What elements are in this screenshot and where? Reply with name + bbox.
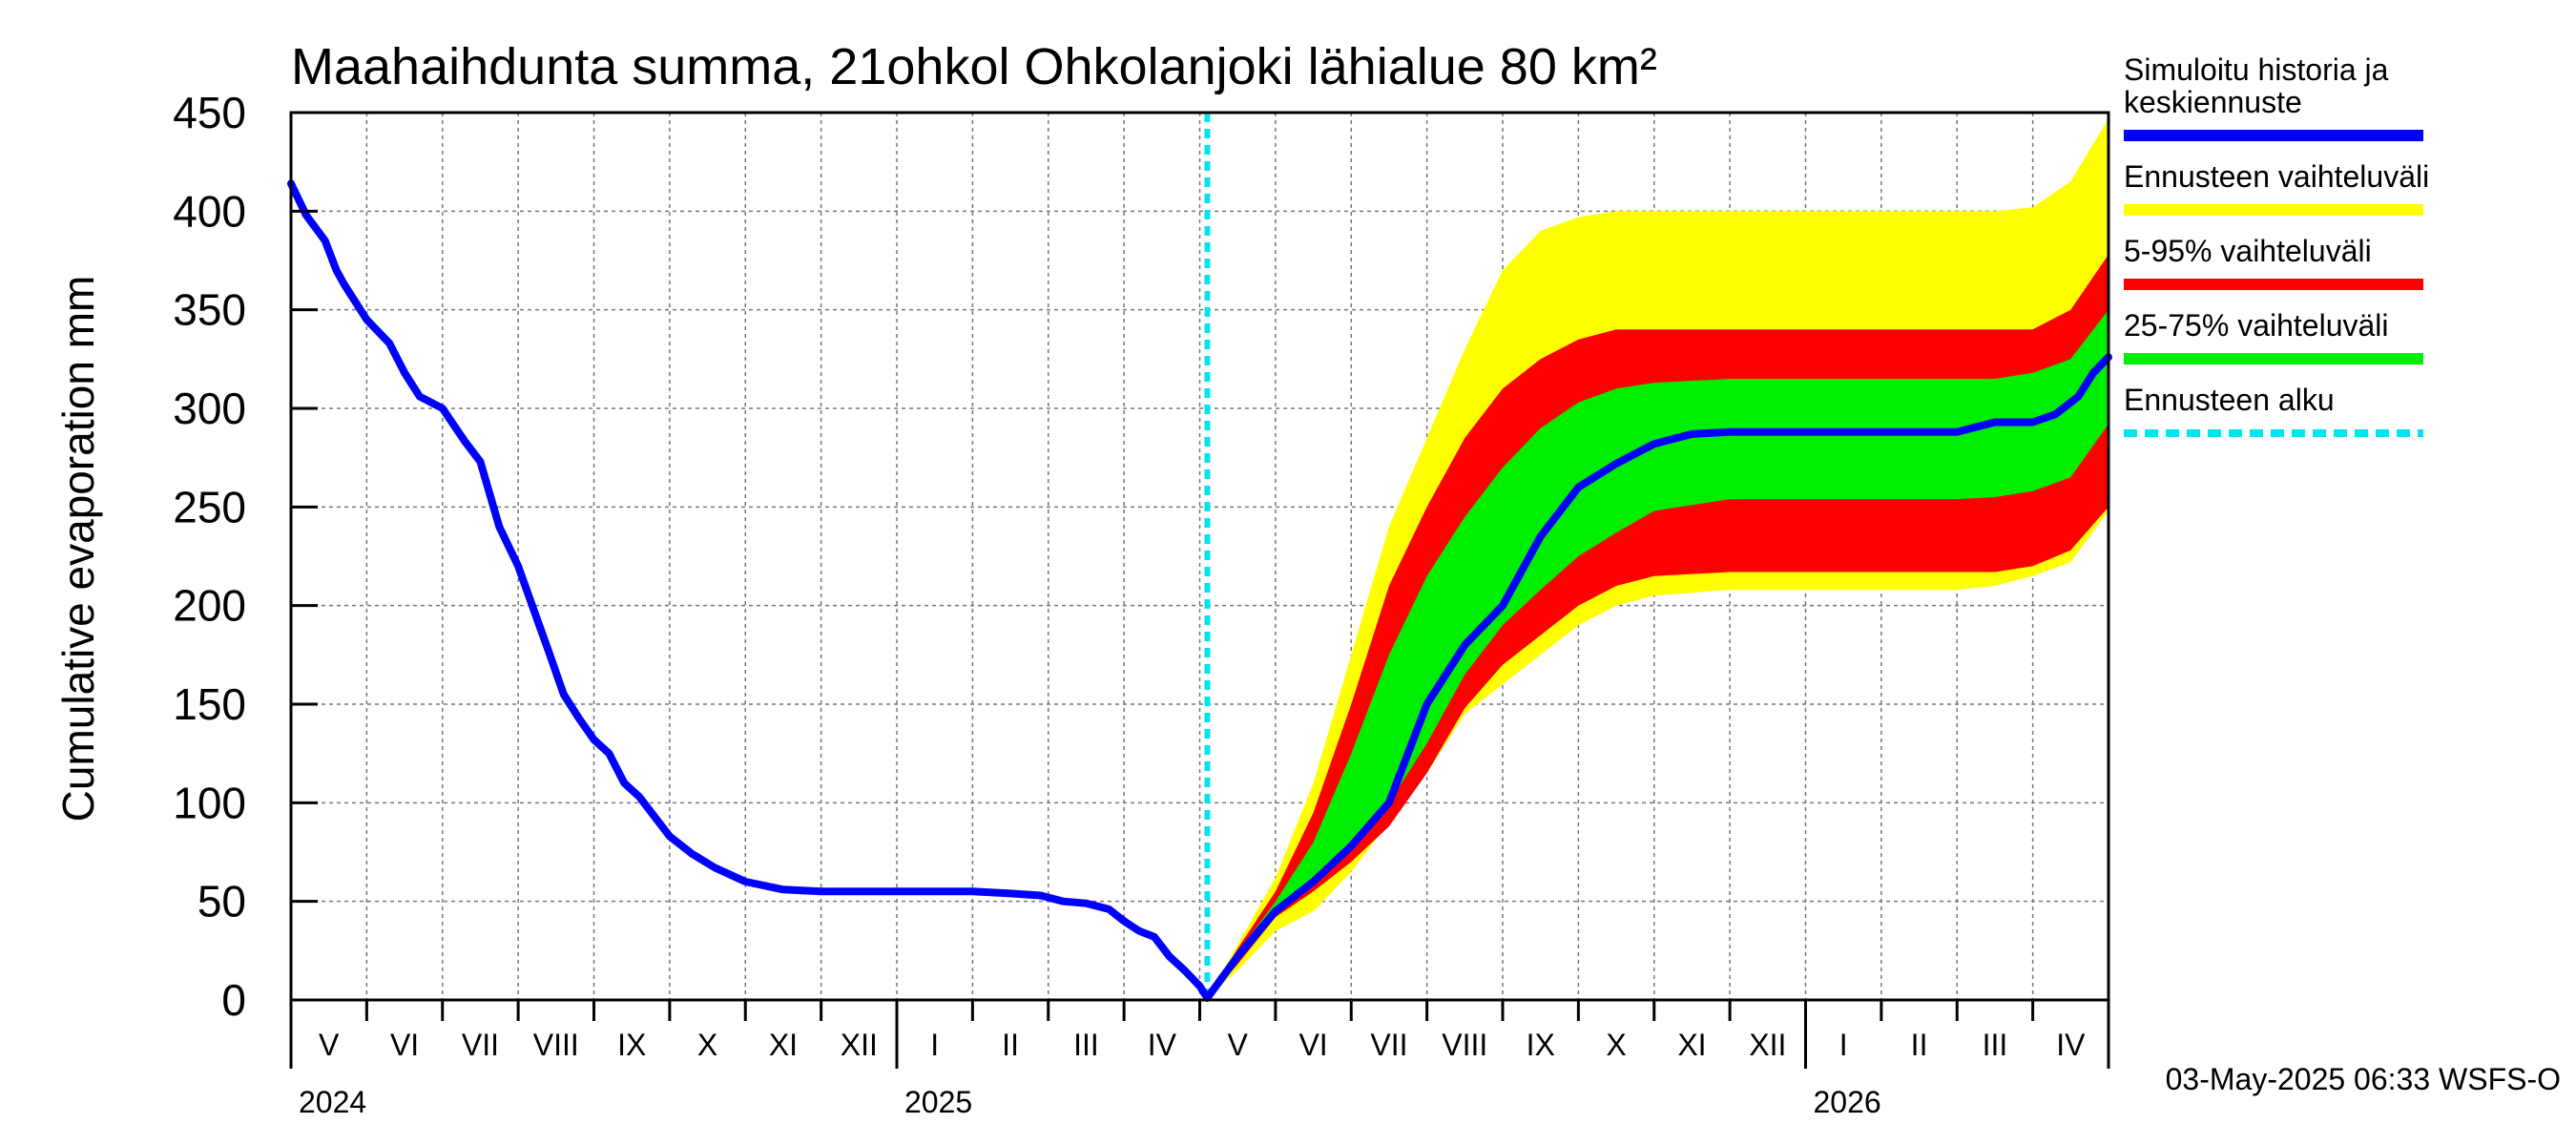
month-label: V xyxy=(1228,1028,1249,1062)
month-label: I xyxy=(930,1028,939,1062)
month-label: VIII xyxy=(533,1028,579,1062)
month-label: VI xyxy=(390,1028,419,1062)
y-axis-ticks: 0 50 100 150 200 250 300 350 400 450 xyxy=(173,88,318,1025)
legend-label: 25-75% vaihteluväli xyxy=(2124,308,2389,343)
forecast-bands xyxy=(1207,118,2109,998)
month-label: XII xyxy=(841,1028,878,1062)
chart-title: Maahaihdunta summa, 21ohkol Ohkolanjoki … xyxy=(291,38,1657,95)
month-label: IV xyxy=(1148,1028,1177,1062)
month-label: X xyxy=(697,1028,717,1062)
month-label: XI xyxy=(1677,1028,1706,1062)
y-tick-label: 50 xyxy=(197,877,246,926)
month-label: VII xyxy=(462,1028,499,1062)
legend: Simuloitu historia ja keskiennuste Ennuste… xyxy=(2124,52,2429,437)
month-label: I xyxy=(1839,1028,1848,1062)
history-line xyxy=(287,179,1212,1002)
y-tick-label: 300 xyxy=(173,384,246,433)
month-label: V xyxy=(319,1028,340,1062)
y-tick-label: 450 xyxy=(173,88,246,137)
band-5-95 xyxy=(1207,254,2109,998)
year-label: 2026 xyxy=(1814,1085,1881,1119)
legend-label: Ennusteen vaihteluväli xyxy=(2124,159,2429,194)
month-label: VIII xyxy=(1442,1028,1487,1062)
y-tick-label: 350 xyxy=(173,285,246,335)
y-tick-label: 100 xyxy=(173,778,246,827)
y-tick-label: 400 xyxy=(173,186,246,236)
legend-label: Ennusteen alku xyxy=(2124,383,2335,417)
month-label: XI xyxy=(769,1028,798,1062)
y-tick-label: 200 xyxy=(173,581,246,631)
year-label: 2024 xyxy=(299,1085,366,1119)
month-label: III xyxy=(1073,1028,1099,1062)
year-label: 2025 xyxy=(904,1085,972,1119)
month-label: VI xyxy=(1298,1028,1327,1062)
month-label: II xyxy=(1002,1028,1019,1062)
month-label: XII xyxy=(1749,1028,1786,1062)
month-label: VII xyxy=(1370,1028,1407,1062)
y-axis-label: Cumulative evaporation mm xyxy=(53,276,103,822)
month-label: II xyxy=(1911,1028,1928,1062)
y-tick-label: 0 xyxy=(221,975,246,1025)
month-label: X xyxy=(1606,1028,1626,1062)
band-25-75 xyxy=(1207,309,2109,998)
month-label: IV xyxy=(2056,1028,2086,1062)
y-tick-label: 150 xyxy=(173,679,246,729)
legend-label: Simuloitu historia ja keskiennuste xyxy=(2124,52,2389,119)
timestamp: 03-May-2025 06:33 WSFS-O xyxy=(2166,1062,2561,1096)
series-lines xyxy=(287,113,2112,1002)
x-axis-months: V VI VII VIII IX X XI XII I II III IV V VI VII VIII IX X X… xyxy=(289,1000,2110,1119)
month-label: IX xyxy=(617,1028,646,1062)
y-tick-label: 250 xyxy=(173,482,246,531)
forecast-median-line xyxy=(1203,353,2112,1002)
month-label: III xyxy=(1983,1028,2008,1062)
legend-label: 5-95% vaihteluväli xyxy=(2124,234,2372,268)
month-label: IX xyxy=(1527,1028,1555,1062)
